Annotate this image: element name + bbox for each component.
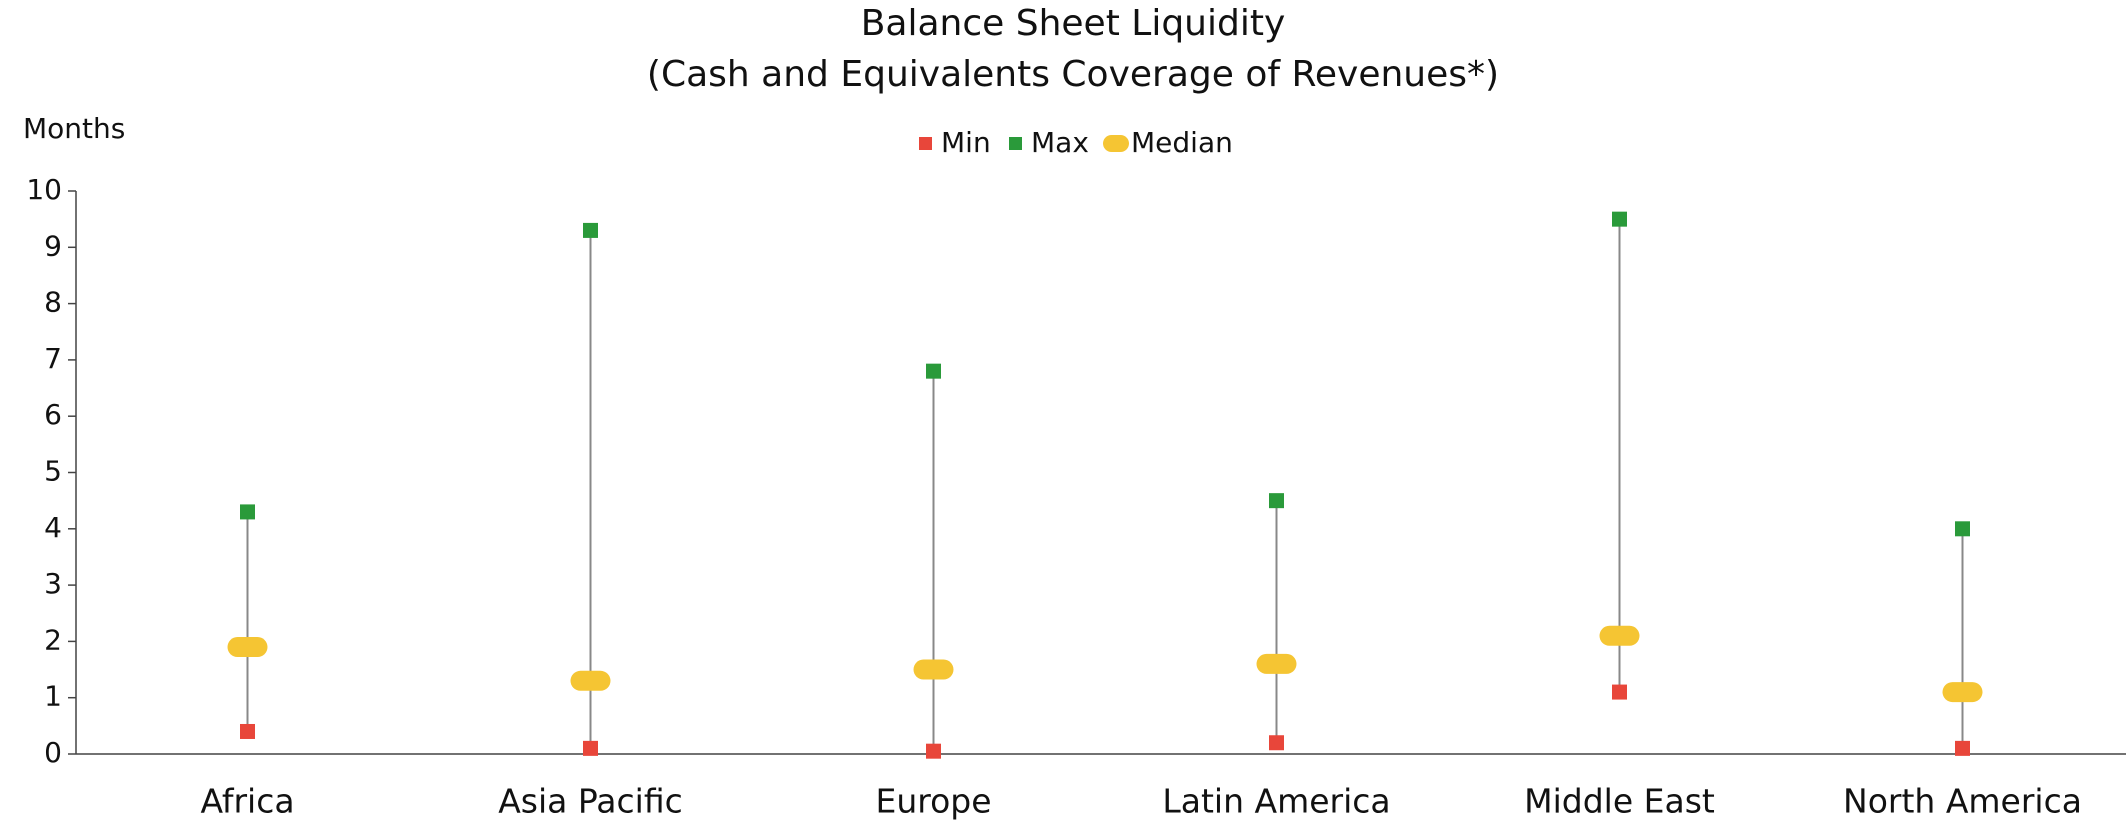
median-marker <box>1256 653 1297 674</box>
y-tick-label: 2 <box>44 623 62 656</box>
y-tick-label: 0 <box>44 736 62 769</box>
x-tick-label: Asia Pacific <box>498 782 683 821</box>
y-tick-label: 3 <box>44 567 62 600</box>
median-marker <box>1599 625 1640 646</box>
min-marker <box>1612 684 1627 700</box>
min-marker <box>240 723 255 739</box>
legend-swatch <box>919 137 932 150</box>
median-marker <box>570 670 611 691</box>
min-marker <box>1955 740 1970 756</box>
y-tick-label: 1 <box>44 680 62 713</box>
legend-label: Max <box>1031 126 1089 159</box>
x-tick-label: North America <box>1843 782 2082 821</box>
x-tick-label: Latin America <box>1162 782 1390 821</box>
legend-label: Median <box>1131 126 1233 159</box>
chart-title: Balance Sheet Liquidity <box>861 3 1286 44</box>
y-tick-label: 7 <box>44 342 62 375</box>
x-tick-label: Middle East <box>1524 782 1715 821</box>
max-marker <box>583 222 598 238</box>
x-tick-label: Europe <box>875 782 991 821</box>
y-tick-label: 6 <box>44 398 62 431</box>
min-marker <box>926 743 941 759</box>
max-marker <box>1612 211 1627 227</box>
legend-swatch <box>1103 135 1129 152</box>
y-tick-label: 8 <box>44 286 62 319</box>
median-marker <box>913 659 954 680</box>
median-marker <box>1942 682 1983 703</box>
y-tick-label: 5 <box>44 455 62 488</box>
min-marker <box>583 740 598 756</box>
median-marker <box>227 637 268 658</box>
max-marker <box>240 504 255 520</box>
legend-label: Min <box>941 126 991 159</box>
legend-swatch <box>1009 137 1022 150</box>
y-tick-label: 4 <box>44 511 62 544</box>
max-marker <box>1269 493 1284 509</box>
x-tick-label: Africa <box>200 782 294 821</box>
y-tick-label: 9 <box>44 229 62 262</box>
chart-subtitle: (Cash and Equivalents Coverage of Revenu… <box>647 54 1499 95</box>
y-tick-label: 10 <box>26 173 62 206</box>
max-marker <box>926 363 941 379</box>
max-marker <box>1955 521 1970 537</box>
y-axis-label: Months <box>23 112 125 145</box>
min-marker <box>1269 735 1284 751</box>
